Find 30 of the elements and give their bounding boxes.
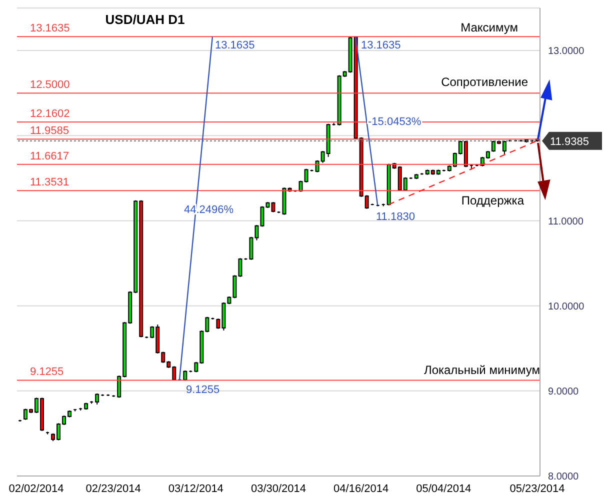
annotation: Локальный минимум (424, 363, 540, 378)
ref-line-label: 11.6617 (30, 150, 69, 162)
y-tick-label: 8.0000 (548, 472, 580, 483)
y-tick-label: 9.0000 (548, 386, 580, 398)
y-tick-label: 13.0000 (548, 46, 585, 58)
ref-line-label: 11.9385 (550, 136, 589, 148)
ref-line-label: 11.9585 (30, 125, 69, 138)
ref-line-label: 12.5000 (30, 79, 70, 92)
x-tick-label: 02/23/2014 (86, 482, 141, 495)
annotation: 13.1635 (361, 40, 401, 52)
x-tick-label: 04/16/2014 (334, 482, 389, 495)
annotation: Максимум (460, 20, 518, 35)
x-tick-label: 03/12/2014 (168, 482, 224, 495)
annotation: 9.1255 (186, 384, 220, 396)
y-tick-label: 10.0000 (548, 301, 585, 312)
ref-line-label: 13.1635 (30, 22, 70, 35)
x-tick-label: 03/30/2014 (250, 482, 306, 495)
y-tick-label: 11.0000 (548, 216, 584, 228)
chart-title: USD/UAH D1 (105, 12, 185, 27)
x-tick-label: 02/02/2014 (8, 482, 64, 495)
annotation: 13.1635 (215, 40, 255, 52)
candlestick (95, 392, 100, 406)
ref-line-label: 9.1255 (30, 366, 64, 378)
annotation: Сопротивление (441, 75, 528, 90)
x-tick-label: 05/23/2014 (510, 482, 565, 495)
annotation: 11.1830 (376, 211, 415, 224)
x-tick-label: 05/04/2014 (416, 482, 472, 495)
ref-line-label: 12.1602 (30, 108, 70, 120)
annotation: Поддержка (461, 194, 524, 208)
ref-line-label: 11.3531 (30, 176, 69, 189)
